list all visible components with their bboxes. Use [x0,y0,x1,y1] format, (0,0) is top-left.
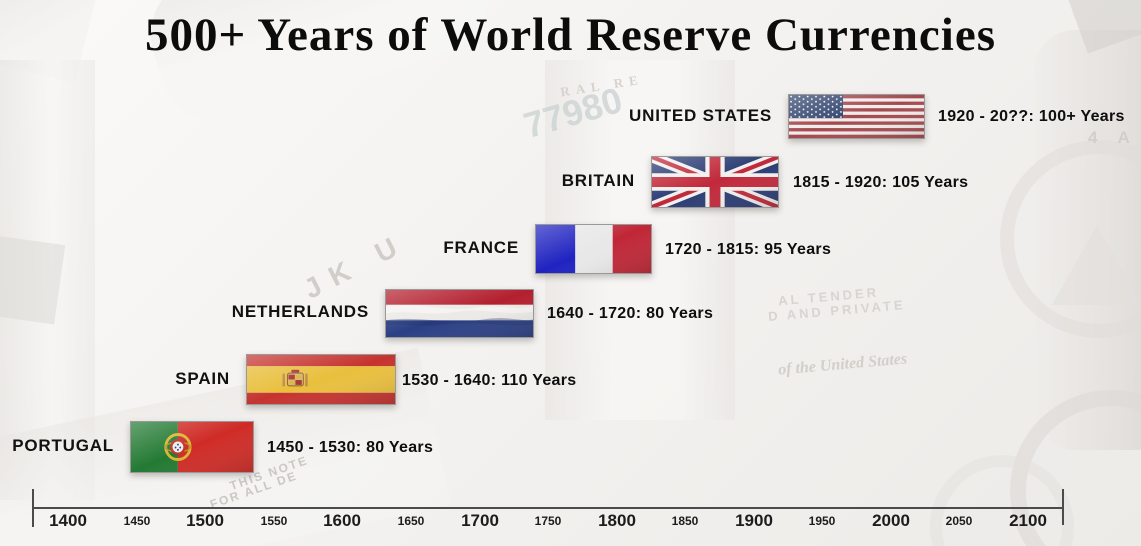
country-label-britain: BRITAIN [561,171,635,190]
watermark-text: 4 A [1088,128,1138,147]
page-title: 500+ Years of World Reserve Currencies [145,9,996,61]
axis-line [33,507,1063,509]
axis-tick-1450: 1450 [123,514,151,528]
axis-tick-1600: 1600 [323,511,361,530]
background-banknote-shape [0,235,66,325]
axis-tick-1900: 1900 [735,511,773,530]
axis-tick-2000: 2000 [872,511,910,530]
watermark-text: of the United States [777,350,908,379]
period-label-united-states: 1920 - 20??: 100+ Years [938,108,1125,125]
country-label-portugal: PORTUGAL [12,436,114,455]
period-label-france: 1720 - 1815: 95 Years [665,241,832,258]
france-flag [535,224,652,274]
country-label-united-states: UNITED STATES [629,106,772,125]
axis-tick-1800: 1800 [598,511,636,530]
period-label-britain: 1815 - 1920: 105 Years [793,174,969,191]
united-states-flag [788,94,925,139]
axis-end-cap-left [32,489,34,527]
country-label-netherlands: NETHERLANDS [231,302,369,321]
axis-tick-1750: 1750 [534,514,562,528]
axis-tick-1500: 1500 [186,511,224,530]
portugal-flag [130,421,254,473]
axis-tick-1850: 1850 [671,514,699,528]
britain-flag [651,156,779,208]
axis-tick-2100: 2100 [1009,511,1047,530]
axis-tick-1700: 1700 [461,511,499,530]
country-label-spain: SPAIN [175,369,230,388]
axis-tick-1400: 1400 [49,511,87,530]
axis-tick-1950: 1950 [808,514,836,528]
background-pyramid-shape [1052,225,1141,305]
period-label-portugal: 1450 - 1530: 80 Years [267,439,434,456]
axis-tick-1550: 1550 [260,514,288,528]
period-label-netherlands: 1640 - 1720: 80 Years [547,305,714,322]
netherlands-flag [385,289,534,338]
period-label-spain: 1530 - 1640: 110 Years [402,372,577,389]
axis-tick-1650: 1650 [397,514,425,528]
axis-tick-2050: 2050 [945,514,973,528]
axis-end-cap-right [1062,489,1064,525]
spain-flag [246,354,396,405]
country-label-france: FRANCE [443,238,519,257]
